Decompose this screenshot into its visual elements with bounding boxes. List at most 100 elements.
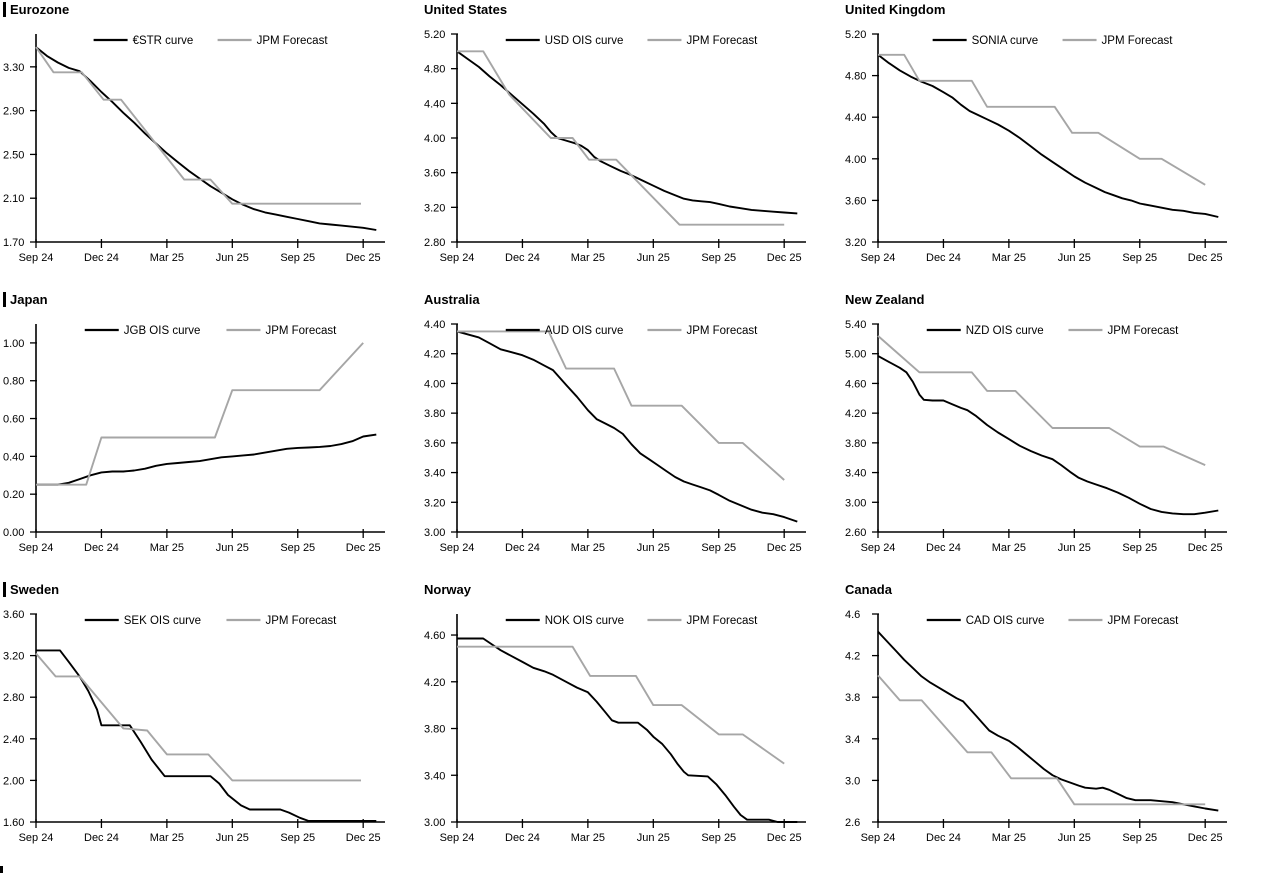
legend: NZD OIS curve JPM Forecast bbox=[926, 325, 1179, 337]
y-tick-label: 3.00 bbox=[424, 817, 445, 829]
legend-label-market: SONIA curve bbox=[972, 35, 1038, 47]
x-tick-label: Sep 25 bbox=[1122, 542, 1157, 554]
chart-title: Australia bbox=[424, 292, 480, 307]
x-tick-label: Dec 24 bbox=[84, 252, 119, 264]
united-kingdom-rate-chart: 3.20 3.60 4.00 4.40 4.80 5.20 Sep 24 Dec 24 Mar … bbox=[845, 29, 1227, 264]
axes: 3.20 3.60 4.00 4.40 4.80 5.20 Sep 24 Dec 24 Mar … bbox=[845, 29, 1227, 264]
y-tick-label: 3.80 bbox=[424, 724, 445, 736]
x-tick-label: Sep 25 bbox=[1122, 252, 1157, 264]
x-tick-label: Jun 25 bbox=[637, 542, 670, 554]
y-tick-label: 4.00 bbox=[845, 154, 866, 166]
y-tick-label: 3.20 bbox=[3, 651, 24, 663]
x-tick-label: Sep 25 bbox=[280, 542, 315, 554]
y-tick-label: 3.60 bbox=[845, 195, 866, 207]
title-accent-bar bbox=[3, 292, 6, 307]
x-tick-label: Dec 25 bbox=[346, 252, 381, 264]
y-tick-label: 2.60 bbox=[845, 527, 866, 539]
legend-label-forecast: JPM Forecast bbox=[686, 615, 758, 627]
y-tick-label: 4.6 bbox=[845, 609, 860, 621]
x-tick-label: Sep 25 bbox=[701, 252, 736, 264]
y-tick-label: 2.90 bbox=[3, 106, 24, 118]
y-tick-label: 5.20 bbox=[424, 29, 445, 41]
series-line-forecast bbox=[35, 652, 361, 782]
y-tick-label: 0.60 bbox=[3, 414, 24, 426]
x-tick-label: Jun 25 bbox=[1058, 542, 1091, 554]
legend: JGB OIS curve JPM Forecast bbox=[84, 325, 337, 337]
legend: SONIA curve JPM Forecast bbox=[932, 35, 1173, 47]
legend: USD OIS curve JPM Forecast bbox=[505, 35, 758, 47]
x-tick-label: Dec 24 bbox=[926, 832, 961, 844]
australia-rate-chart: 3.00 3.20 3.40 3.60 3.80 4.00 4.20 4.40 Sep 24 De… bbox=[424, 319, 806, 554]
y-tick-label: 4.00 bbox=[424, 378, 445, 390]
x-tick-label: Jun 25 bbox=[637, 832, 670, 844]
x-tick-label: Jun 25 bbox=[216, 832, 249, 844]
axes: 2.80 3.20 3.60 4.00 4.40 4.80 5.20 Sep 24 Dec 24… bbox=[424, 29, 806, 264]
y-tick-label: 0.40 bbox=[3, 451, 24, 463]
y-tick-label: 1.70 bbox=[3, 237, 24, 249]
y-tick-label: 4.40 bbox=[424, 319, 445, 331]
y-tick-label: 4.00 bbox=[424, 133, 445, 145]
chart-title: Norway bbox=[424, 582, 471, 597]
y-tick-label: 4.60 bbox=[424, 630, 445, 642]
legend-label-forecast: JPM Forecast bbox=[265, 615, 337, 627]
series-line-market bbox=[877, 54, 1219, 218]
title-accent-bar bbox=[3, 582, 6, 597]
x-tick-label: Sep 24 bbox=[440, 542, 475, 554]
norway-rate-chart: 3.00 3.40 3.80 4.20 4.60 Sep 24 Dec 24 Mar 25 Ju… bbox=[424, 614, 806, 844]
y-tick-label: 4.60 bbox=[845, 378, 866, 390]
y-tick-label: 4.20 bbox=[845, 408, 866, 420]
y-tick-label: 2.80 bbox=[3, 692, 24, 704]
y-tick-label: 4.20 bbox=[424, 349, 445, 361]
y-tick-label: 4.80 bbox=[424, 64, 445, 76]
y-tick-label: 2.50 bbox=[3, 149, 24, 161]
series-line-market bbox=[877, 631, 1219, 812]
y-tick-label: 3.8 bbox=[845, 692, 860, 704]
y-tick-label: 3.40 bbox=[424, 468, 445, 480]
series-line-market bbox=[877, 355, 1219, 516]
x-tick-label: Mar 25 bbox=[992, 252, 1026, 264]
legend: CAD OIS curve JPM Forecast bbox=[926, 615, 1179, 627]
y-tick-label: 3.80 bbox=[424, 408, 445, 420]
legend-label-forecast: JPM Forecast bbox=[257, 35, 329, 47]
legend-label-market: SEK OIS curve bbox=[124, 615, 201, 627]
series-line-forecast bbox=[35, 46, 361, 205]
x-tick-label: Sep 25 bbox=[701, 832, 736, 844]
y-tick-label: 3.00 bbox=[845, 497, 866, 509]
chart-panel-norway: Norway 3.00 3.40 3.80 4.20 4.60 Sep 24 Dec 24 M… bbox=[421, 580, 842, 873]
x-tick-label: Dec 25 bbox=[767, 252, 802, 264]
y-tick-label: 2.10 bbox=[3, 193, 24, 205]
legend: €STR curve JPM Forecast bbox=[93, 35, 329, 47]
chart-title-row: Eurozone bbox=[0, 1, 69, 18]
x-tick-label: Mar 25 bbox=[571, 252, 605, 264]
legend-label-forecast: JPM Forecast bbox=[686, 325, 758, 337]
x-tick-label: Mar 25 bbox=[571, 832, 605, 844]
x-tick-label: Dec 25 bbox=[1188, 832, 1223, 844]
legend-label-forecast: JPM Forecast bbox=[1107, 325, 1179, 337]
y-tick-label: 2.00 bbox=[3, 775, 24, 787]
legend-label-forecast: JPM Forecast bbox=[265, 325, 337, 337]
series-line-market bbox=[457, 637, 798, 823]
x-tick-label: Sep 24 bbox=[861, 832, 896, 844]
x-tick-label: Jun 25 bbox=[1058, 252, 1091, 264]
chart-title-row: Canada bbox=[842, 581, 892, 598]
x-tick-label: Sep 24 bbox=[440, 832, 475, 844]
legend-label-market: AUD OIS curve bbox=[545, 325, 624, 337]
title-accent-bar bbox=[3, 2, 6, 17]
y-tick-label: 4.80 bbox=[845, 71, 866, 83]
sweden-rate-chart: 1.60 2.00 2.40 2.80 3.20 3.60 Sep 24 Dec 24 Mar … bbox=[3, 609, 385, 844]
chart-title: United Kingdom bbox=[845, 2, 946, 17]
series-line-forecast bbox=[457, 50, 785, 226]
x-tick-label: Dec 24 bbox=[926, 252, 961, 264]
x-tick-label: Sep 25 bbox=[280, 252, 315, 264]
y-tick-label: 3.60 bbox=[424, 438, 445, 450]
x-tick-label: Dec 25 bbox=[346, 832, 381, 844]
axes: 3.00 3.20 3.40 3.60 3.80 4.00 4.20 4.40 Sep 24 De… bbox=[424, 319, 806, 554]
series-line-market bbox=[35, 46, 377, 231]
y-tick-label: 5.20 bbox=[845, 29, 866, 41]
axes: 1.60 2.00 2.40 2.80 3.20 3.60 Sep 24 Dec 24 Mar … bbox=[3, 609, 385, 844]
series-line-forecast bbox=[877, 335, 1206, 466]
next-section-accent-bar bbox=[0, 866, 3, 873]
y-tick-label: 5.00 bbox=[845, 349, 866, 361]
x-tick-label: Sep 25 bbox=[280, 832, 315, 844]
legend-label-forecast: JPM Forecast bbox=[1107, 615, 1179, 627]
